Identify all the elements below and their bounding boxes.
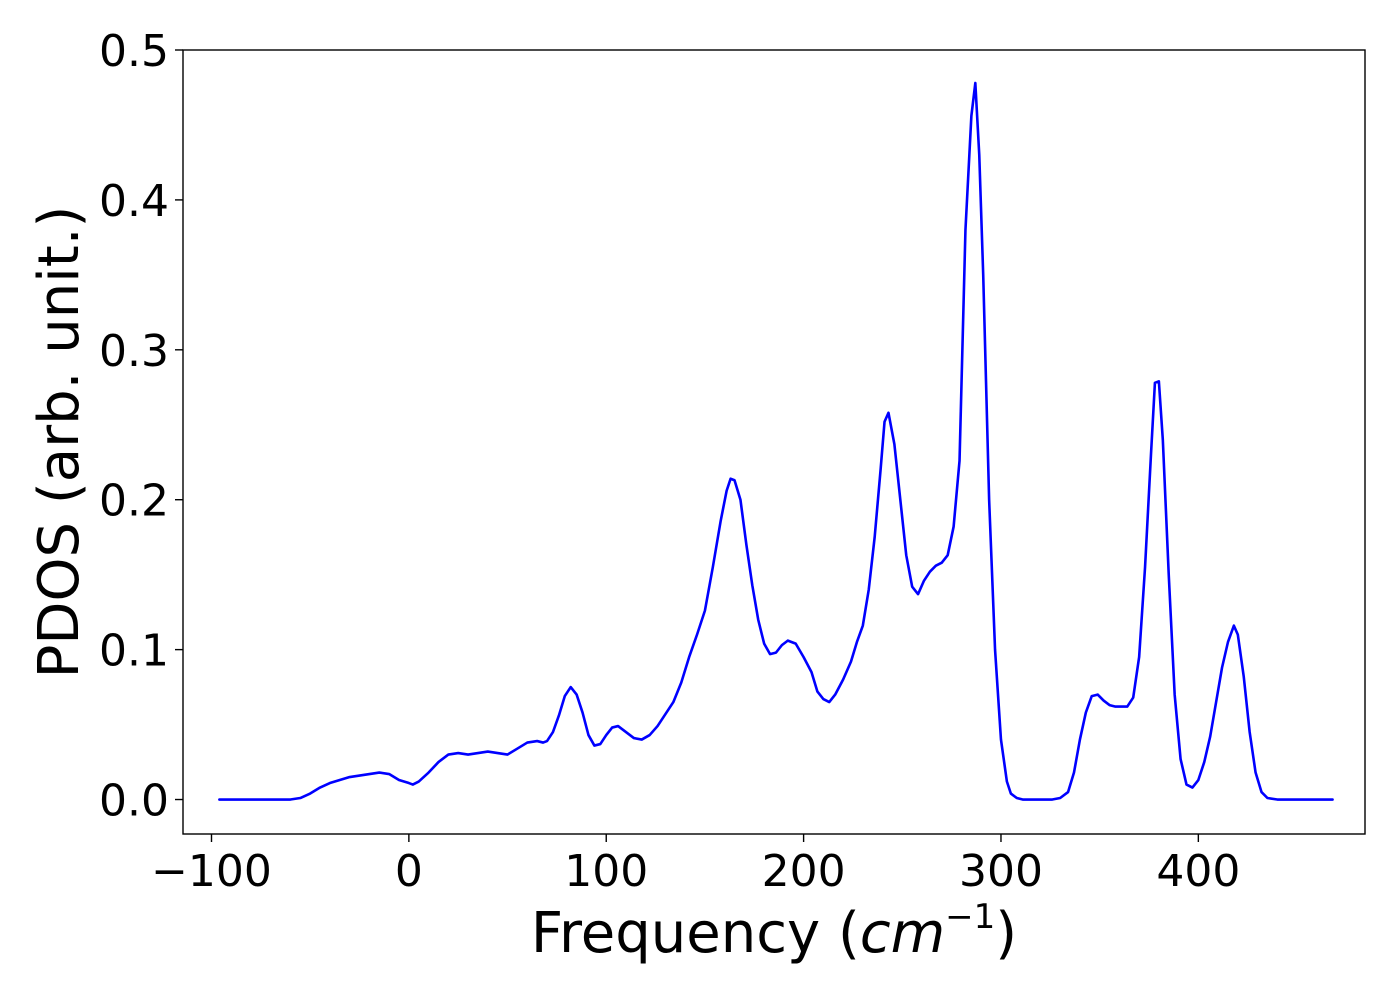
- x-tick-label: 300: [959, 846, 1043, 897]
- x-tick-label: 0: [395, 846, 423, 897]
- x-axis-label: Frequency (cm−1): [531, 897, 1017, 966]
- y-tick-label: 0.5: [99, 26, 169, 77]
- x-axis-label-unit: cm: [860, 901, 945, 966]
- x-tick-label: 200: [762, 846, 846, 897]
- x-axis-label-exponent: −1: [945, 897, 995, 937]
- y-tick-label: 0.2: [99, 476, 169, 527]
- pdos-series-line: [218, 81, 1334, 801]
- y-tick-label: 0.3: [99, 326, 169, 377]
- x-tick-label: 100: [564, 846, 648, 897]
- x-axis-ticks: −100 0 100 200 300 400: [151, 834, 1240, 897]
- x-tick-label: 400: [1156, 846, 1240, 897]
- y-tick-label: 0.0: [99, 776, 169, 827]
- x-tick-label: −100: [151, 846, 272, 897]
- y-tick-label: 0.1: [99, 626, 169, 677]
- y-axis-label: PDOS (arb. unit.): [27, 206, 92, 679]
- x-axis-label-suffix: ): [995, 901, 1017, 966]
- x-axis-label-prefix: Frequency (: [531, 901, 860, 966]
- series-layer: [218, 81, 1334, 801]
- plot-area: [182, 49, 1366, 835]
- y-axis-ticks: 0.0 0.1 0.2 0.3 0.4 0.5: [99, 26, 183, 827]
- y-tick-label: 0.4: [99, 176, 169, 227]
